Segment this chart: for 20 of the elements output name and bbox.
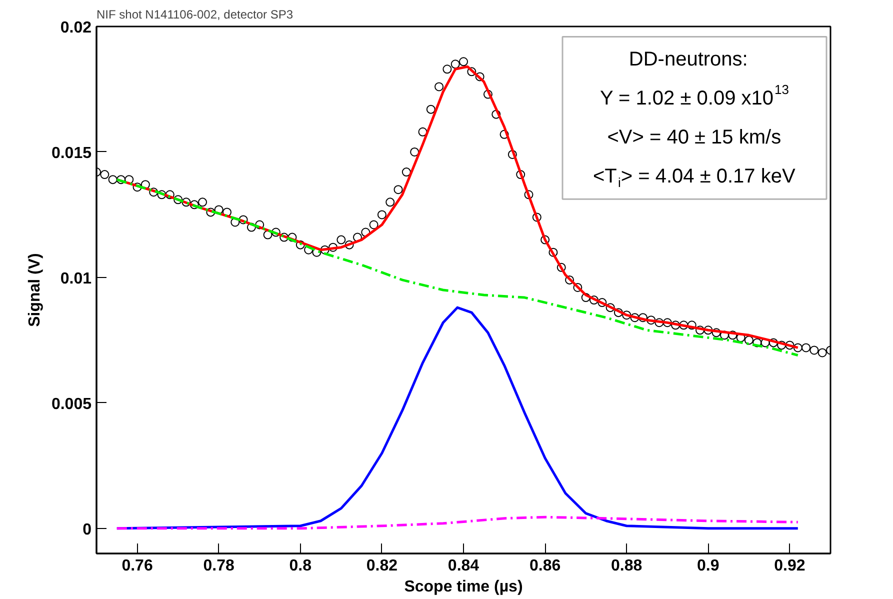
annotation: <V> = 40 ± 15 km/s xyxy=(607,126,782,148)
y-tick-label: 0.01 xyxy=(60,270,92,288)
x-tick-label: 0.9 xyxy=(697,558,720,574)
annotation: DD-neutrons: xyxy=(628,48,748,70)
y-tick-label: 0.005 xyxy=(51,396,92,413)
line-series xyxy=(116,516,800,530)
x-tick-label: 0.78 xyxy=(203,558,235,574)
y-axis-title: Signal (V) xyxy=(26,253,44,327)
x-tick-label: 0.76 xyxy=(122,558,153,574)
x-tick-label: 0.86 xyxy=(529,558,561,574)
x-axis-title: Scope time (µs) xyxy=(404,578,523,596)
x-tick-label: 0.92 xyxy=(774,558,806,574)
y-tick-label: 0.02 xyxy=(60,20,92,36)
x-tick-label: 0.8 xyxy=(289,558,312,574)
x-tick-label: 0.88 xyxy=(611,558,642,574)
x-tick-label: 0.82 xyxy=(366,558,398,574)
x-tick-label: 0.84 xyxy=(448,558,480,574)
y-tick-label: 0 xyxy=(82,521,92,538)
chart-title: NIF shot N141106-002, detector SP3 xyxy=(96,8,294,22)
y-tick-label: 0.015 xyxy=(51,144,92,162)
